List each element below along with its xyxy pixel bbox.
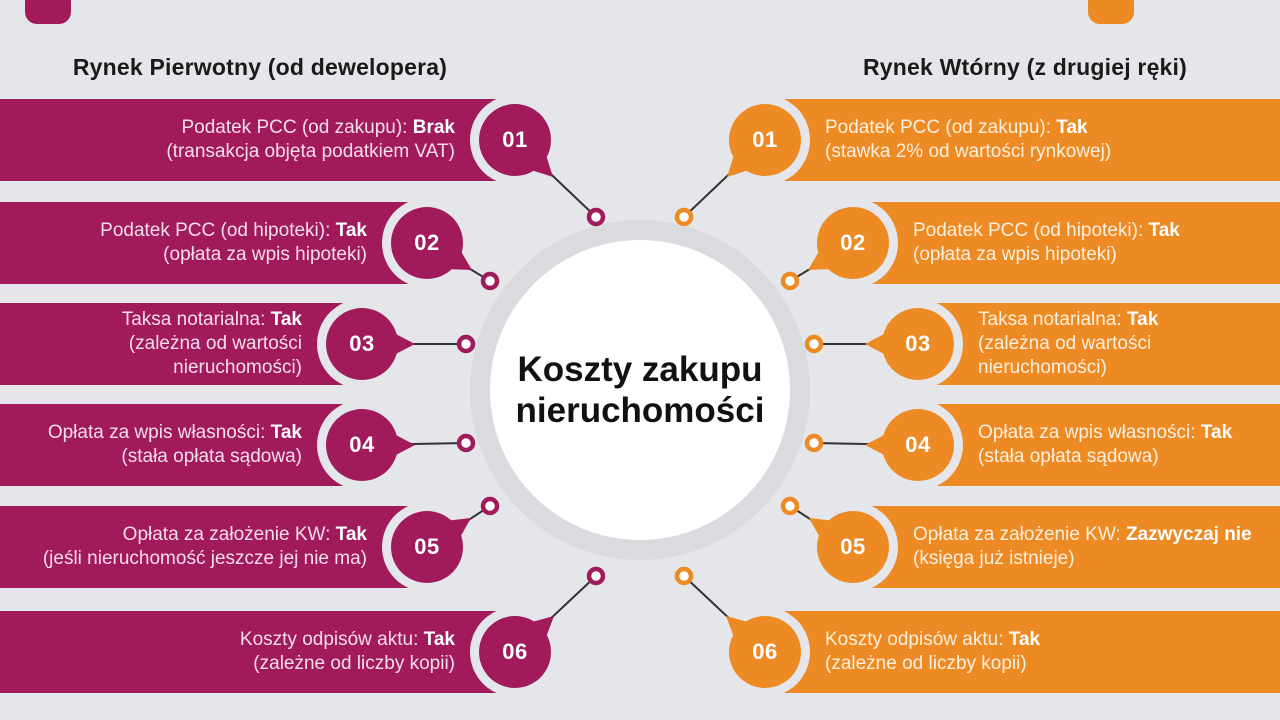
cost-note: (księga już istnieje)	[913, 548, 1075, 569]
step-number-badge: 01	[729, 104, 801, 176]
step-number-badge: 06	[729, 616, 801, 688]
cost-bar: Koszty odpisów aktu: Tak (zależne od lic…	[0, 611, 521, 693]
cost-note: (zależne od liczby kopii)	[825, 653, 1027, 674]
cost-note: (zależna od wartości nieruchomości)	[978, 333, 1152, 378]
cost-bar: Opłata za założenie KW: Tak (jeśli nieru…	[0, 506, 433, 588]
cost-note: (stała opłata sądowa)	[121, 446, 302, 467]
cost-text: Opłata za założenie KW: Tak	[122, 524, 367, 545]
cost-text: Opłata za wpis własności: Tak	[47, 422, 302, 443]
cost-text: Podatek PCC (od hipoteki): Tak	[100, 220, 367, 241]
cost-text: Taksa notarialna: Tak	[121, 309, 302, 330]
corner-accent-right	[1088, 0, 1134, 24]
cost-note: (stała opłata sądowa)	[978, 446, 1159, 467]
cost-text: Podatek PCC (od zakupu): Tak	[825, 117, 1088, 138]
step-number-badge: 06	[479, 616, 551, 688]
cost-text: Koszty odpisów aktu: Tak	[825, 629, 1041, 650]
step-number-badge: 02	[391, 207, 463, 279]
cost-text: Taksa notarialna: Tak	[978, 309, 1159, 330]
cost-note: (jeśli nieruchomość jeszcze jej nie ma)	[42, 548, 367, 569]
cost-text: Opłata za założenie KW: Zazwyczaj nie	[913, 524, 1252, 545]
corner-accent-left	[25, 0, 71, 24]
left-column-header: Rynek Pierwotny (od dewelopera)	[72, 54, 448, 80]
cost-bar: Podatek PCC (od zakupu): Brak (transakcj…	[0, 99, 521, 181]
cost-text: Podatek PCC (od hipoteki): Tak	[913, 220, 1180, 241]
step-number-badge: 04	[882, 409, 954, 481]
cost-bar: Taksa notarialna: Tak (zależna od wartoś…	[0, 303, 368, 385]
left-item-5: Opłata za założenie KW: Tak (jeśli nieru…	[0, 502, 1280, 592]
cost-text: Opłata za wpis własności: Tak	[978, 422, 1233, 443]
cost-note: (zależne od liczby kopii)	[253, 653, 455, 674]
cost-text: Podatek PCC (od zakupu): Brak	[181, 117, 455, 138]
cost-bar: Podatek PCC (od hipoteki): Tak (opłata z…	[847, 202, 1280, 284]
cost-note: (opłata za wpis hipoteki)	[163, 244, 367, 265]
cost-bar: Koszty odpisów aktu: Tak (zależne od lic…	[759, 611, 1280, 693]
step-number-badge: 03	[882, 308, 954, 380]
right-item-3: Taksa notarialna: Tak (zależna od wartoś…	[0, 299, 1280, 389]
step-number-badge: 05	[391, 511, 463, 583]
cost-note: (stawka 2% od wartości rynkowej)	[825, 141, 1112, 162]
cost-bar: Taksa notarialna: Tak (zależna od wartoś…	[912, 303, 1280, 385]
cost-bar: Opłata za założenie KW: Zazwyczaj nie (k…	[847, 506, 1280, 588]
step-number-badge: 04	[326, 409, 398, 481]
diagram-title: Koszty zakupu nieruchomości	[515, 349, 765, 430]
cost-note: (zależna od wartości nieruchomości)	[128, 333, 302, 378]
cost-text: Koszty odpisów aktu: Tak	[239, 629, 455, 650]
cost-note: (opłata za wpis hipoteki)	[913, 244, 1117, 265]
step-number-badge: 01	[479, 104, 551, 176]
step-number-badge: 05	[817, 511, 889, 583]
cost-bar: Opłata za wpis własności: Tak (stała opł…	[0, 404, 368, 486]
center-circle: Koszty zakupu nieruchomości	[490, 240, 790, 540]
right-column-header: Rynek Wtórny (z drugiej ręki)	[862, 54, 1187, 80]
step-number-badge: 03	[326, 308, 398, 380]
cost-bar: Opłata za wpis własności: Tak (stała opł…	[912, 404, 1280, 486]
cost-note: (transakcja objęta podatkiem VAT)	[166, 141, 455, 162]
step-number-badge: 02	[817, 207, 889, 279]
cost-bar: Podatek PCC (od zakupu): Tak (stawka 2% …	[759, 99, 1280, 181]
cost-bar: Podatek PCC (od hipoteki): Tak (opłata z…	[0, 202, 433, 284]
